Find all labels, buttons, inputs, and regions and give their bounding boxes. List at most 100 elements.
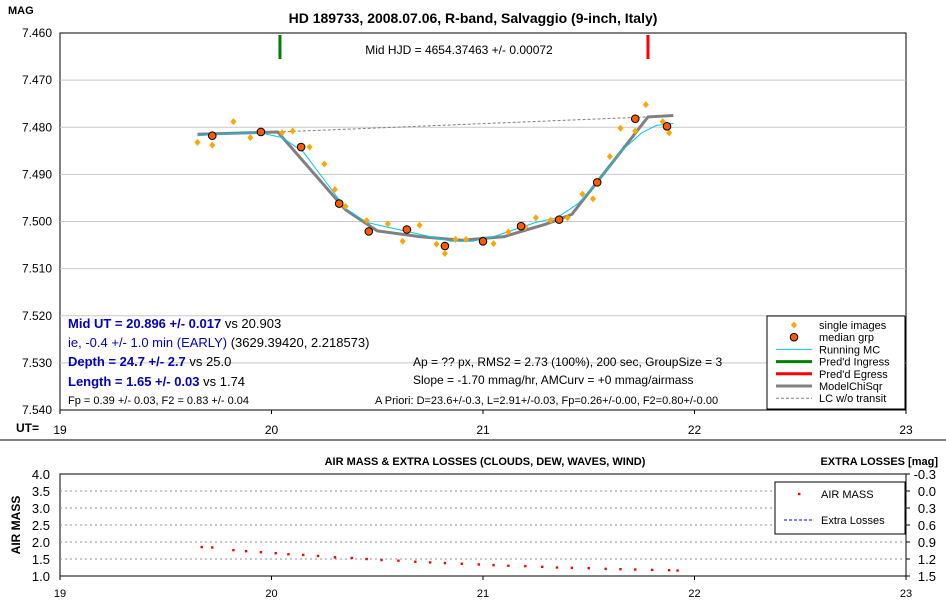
airmass-point (232, 548, 235, 552)
airmass-point (397, 559, 400, 562)
main-y-tick-label: 7.540 (22, 403, 52, 417)
single-image-point (384, 220, 391, 228)
depth-value: Depth = 24.7 +/- 2.7 (68, 354, 186, 369)
fp-annotation: Fp = 0.39 +/- 0.03, F2 = 0.83 +/- 0.04 (68, 395, 249, 407)
airmass-x-tick-label: 23 (900, 588, 912, 600)
median-group-point (402, 225, 412, 234)
airmass-point (428, 561, 432, 564)
legend-label: Pred'd Egress (819, 369, 888, 381)
airmass-legend-label: AIR MASS (821, 489, 874, 501)
single-image-point (452, 235, 459, 243)
airmass-point (259, 551, 263, 554)
airmass-series (200, 545, 679, 572)
median-group-point (662, 122, 672, 131)
airmass-point (460, 562, 464, 565)
airmass-point (211, 546, 214, 549)
airmass-point (667, 569, 671, 572)
airmass-point (302, 553, 305, 557)
length-reference: vs 1.74 (200, 374, 246, 389)
airmass-point (414, 560, 417, 563)
main-x-tick-label: 19 (53, 423, 67, 437)
median-group-point (630, 114, 640, 124)
main-y-tick-label: 7.520 (22, 309, 52, 323)
airmass-point (443, 561, 447, 565)
single-image-point (433, 240, 440, 248)
airmass-y-tick-label: 3.0 (32, 501, 50, 516)
ie-value: ie, -0.4 +/- 1.0 min (EARLY) (68, 335, 227, 350)
legend-single-images-symbol (791, 321, 797, 329)
airmass-x-tick-label: 22 (688, 588, 700, 600)
airmass-point (477, 563, 480, 566)
airmass-x-tick-label: 19 (54, 588, 66, 600)
main-y-tick-label: 7.500 (22, 215, 52, 229)
single-image-point (606, 152, 613, 160)
single-image-point (589, 195, 596, 203)
median-group-point (296, 142, 306, 152)
legend-airmass-symbol (798, 492, 801, 496)
slope-annotation: Slope = -1.70 mmag/hr, AMCurv = +0 mmag/… (413, 373, 693, 387)
airmass-legend-box (774, 481, 906, 535)
single-image-point (342, 202, 349, 210)
single-image-point (194, 138, 201, 146)
airmass-point (570, 566, 574, 570)
main-y-tick-label: 7.490 (22, 167, 52, 181)
median-group-point (207, 131, 217, 141)
single-image-point (564, 214, 571, 222)
airmass-point (541, 565, 544, 569)
airmass-point (333, 556, 337, 559)
airmass-point (676, 569, 679, 572)
main-grid (60, 79, 906, 364)
airmass-point (634, 568, 637, 571)
legend-median-grp-symbol (789, 332, 799, 342)
ie-annotation: ie, -0.4 +/- 1.0 min (EARLY) (3629.39420… (68, 335, 369, 350)
airmass-y-axis-label: AIR MASS (9, 496, 23, 555)
airmass-x-tick-label: 21 (477, 588, 489, 600)
main-transit-markers (278, 35, 650, 59)
airmass-y-ticks: 4.0 3.5 3.0 2.5 2.0 1.5 1.0 (32, 467, 50, 584)
single-image-point (209, 141, 216, 149)
single-image-point (547, 216, 554, 224)
extra-losses-tick-label: -0.3 (914, 467, 936, 482)
legend-label: ModelChiSqr (819, 381, 883, 393)
depth-reference: vs 25.0 (186, 354, 232, 369)
single-image-point (331, 185, 338, 193)
airmass-y-tick-label: 2.5 (32, 518, 50, 533)
main-y-tick-label: 7.530 (22, 356, 52, 370)
airmass-point (274, 552, 277, 555)
airmass-point (555, 566, 559, 569)
airmass-y-tick-label: 4.0 (32, 467, 50, 482)
median-group-point (334, 199, 344, 208)
extra-losses-tick-label: 0.6 (918, 518, 936, 533)
airmass-point (244, 549, 248, 553)
single-image-point (416, 221, 423, 229)
main-x-tick-label: 21 (476, 423, 490, 437)
mid-ut-reference: vs 20.903 (221, 316, 281, 331)
airmass-x-ticks: 19 20 21 22 23 (54, 576, 912, 600)
legend-label: single images (819, 320, 887, 332)
main-y-tick-label: 7.460 (22, 26, 52, 40)
median-group-point (516, 221, 526, 231)
airmass-point (380, 558, 383, 562)
single-image-point (279, 129, 286, 137)
airmass-y-tick-label: 1.0 (32, 569, 50, 584)
airmass-point (316, 554, 320, 558)
mid-hjd-annotation: Mid HJD = 4654.37463 +/- 0.00072 (365, 43, 553, 57)
single-image-point (247, 134, 254, 142)
median-group-point (478, 236, 488, 246)
legend-label: median grp (819, 332, 874, 344)
single-image-point (642, 101, 649, 109)
airmass-x-tick-label: 20 (265, 588, 277, 600)
airmass-y-tick-label: 3.5 (32, 484, 50, 499)
airmass-point (492, 563, 495, 567)
airmass-point (365, 557, 368, 561)
single-image-point (306, 143, 313, 151)
ie-ephemeris: (3629.39420, 2.218573) (227, 335, 369, 350)
main-series (194, 101, 674, 258)
ap-annotation: Ap = ?? px, RMS2 = 2.73 (100%), 200 sec,… (413, 355, 723, 369)
airmass-point (604, 567, 607, 571)
running-mc-line (197, 123, 674, 242)
main-x-axis-label: UT= (16, 421, 39, 435)
airmass-grid (60, 490, 906, 560)
mid-ut-annotation: Mid UT = 20.896 +/- 0.017 vs 20.903 (68, 316, 281, 331)
